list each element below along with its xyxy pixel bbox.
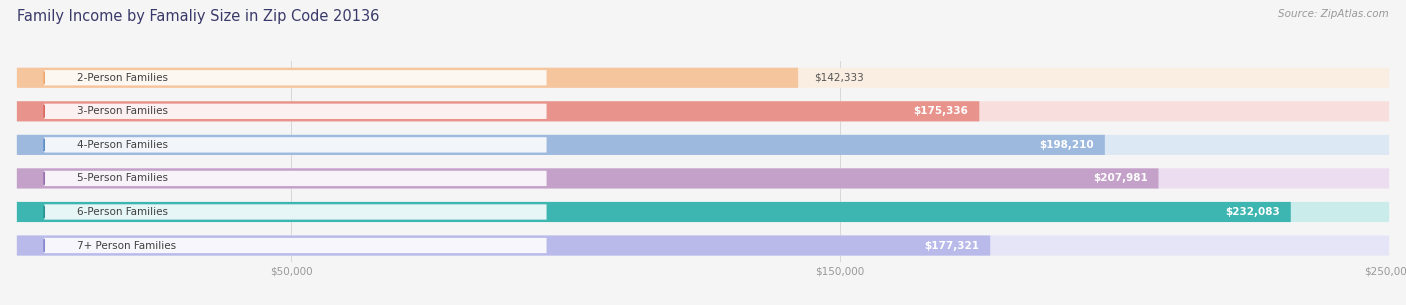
Text: $207,981: $207,981 [1092, 174, 1147, 183]
FancyBboxPatch shape [17, 101, 1389, 121]
FancyBboxPatch shape [45, 204, 547, 220]
FancyBboxPatch shape [17, 135, 1389, 155]
Text: 5-Person Families: 5-Person Families [77, 174, 169, 183]
FancyBboxPatch shape [17, 68, 1389, 88]
FancyBboxPatch shape [17, 235, 990, 256]
FancyBboxPatch shape [17, 202, 1389, 222]
FancyBboxPatch shape [17, 135, 1105, 155]
FancyBboxPatch shape [45, 70, 547, 85]
Text: Source: ZipAtlas.com: Source: ZipAtlas.com [1278, 9, 1389, 19]
FancyBboxPatch shape [45, 171, 547, 186]
FancyBboxPatch shape [17, 168, 1389, 188]
Text: 6-Person Families: 6-Person Families [77, 207, 169, 217]
FancyBboxPatch shape [45, 137, 547, 152]
FancyBboxPatch shape [45, 238, 547, 253]
Text: $198,210: $198,210 [1039, 140, 1094, 150]
FancyBboxPatch shape [17, 68, 799, 88]
FancyBboxPatch shape [17, 101, 980, 121]
FancyBboxPatch shape [17, 168, 1159, 188]
Text: 3-Person Families: 3-Person Families [77, 106, 169, 116]
Text: 4-Person Families: 4-Person Families [77, 140, 169, 150]
FancyBboxPatch shape [45, 104, 547, 119]
Text: 2-Person Families: 2-Person Families [77, 73, 169, 83]
Text: $177,321: $177,321 [924, 241, 979, 250]
Text: $232,083: $232,083 [1225, 207, 1279, 217]
Text: $142,333: $142,333 [814, 73, 865, 83]
FancyBboxPatch shape [17, 235, 1389, 256]
Text: $175,336: $175,336 [914, 106, 969, 116]
FancyBboxPatch shape [17, 202, 1291, 222]
Text: Family Income by Famaliy Size in Zip Code 20136: Family Income by Famaliy Size in Zip Cod… [17, 9, 380, 24]
Text: 7+ Person Families: 7+ Person Families [77, 241, 176, 250]
